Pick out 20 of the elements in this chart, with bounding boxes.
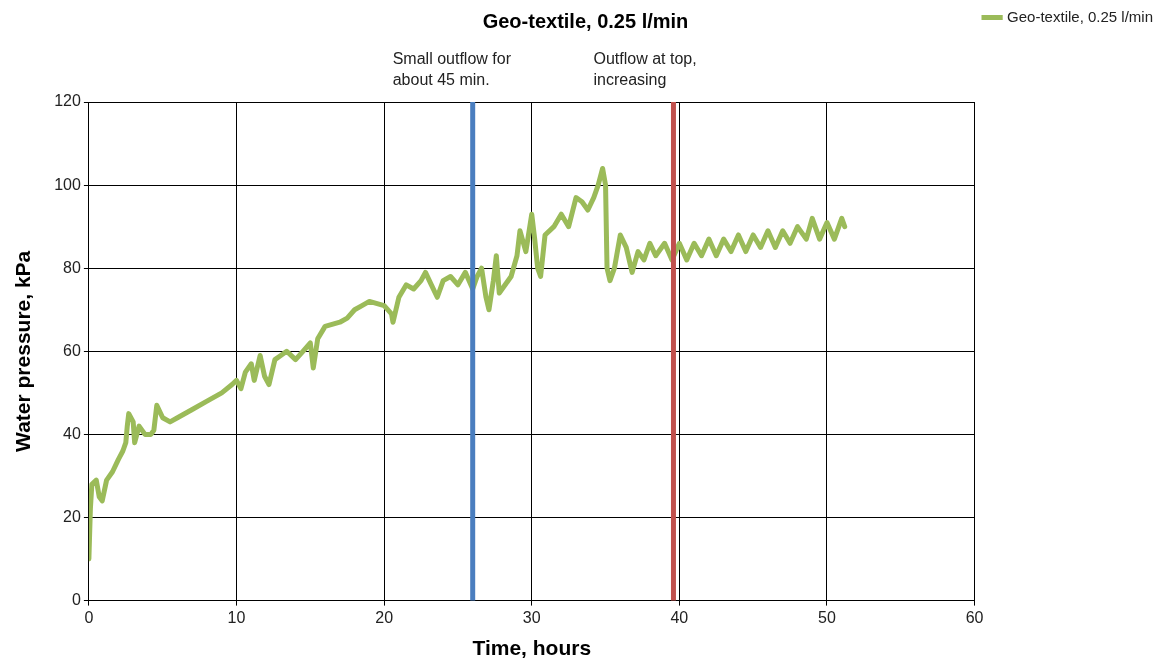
legend-label: Geo-textile, 0.25 l/min <box>1007 7 1154 25</box>
y-tick-label: 100 <box>54 175 81 193</box>
chart-title: Geo-textile, 0.25 l/min <box>482 9 689 32</box>
x-tick-label: 20 <box>375 608 394 626</box>
y-tick-label: 40 <box>63 424 81 442</box>
y-tick-label: 0 <box>71 591 81 609</box>
ref-line-label: Small outflow for about 45 min. <box>392 50 512 88</box>
y-tick-label: 20 <box>63 507 81 525</box>
x-tick-label: 30 <box>522 608 541 626</box>
x-tick-label: 40 <box>670 608 689 626</box>
x-tick-label: 60 <box>965 608 984 626</box>
ref-line-label: Outflow at top, increasing <box>593 50 697 88</box>
y-tick-label: 80 <box>63 258 81 276</box>
y-tick-label: 60 <box>63 341 81 359</box>
x-tick-label: 0 <box>84 608 94 626</box>
y-axis-title: Water pressure, kPa <box>11 250 35 452</box>
y-tick-label: 120 <box>54 92 81 110</box>
x-tick-label: 10 <box>227 608 246 626</box>
x-axis-title: Time, hours <box>472 636 592 660</box>
x-tick-label: 50 <box>818 608 836 626</box>
